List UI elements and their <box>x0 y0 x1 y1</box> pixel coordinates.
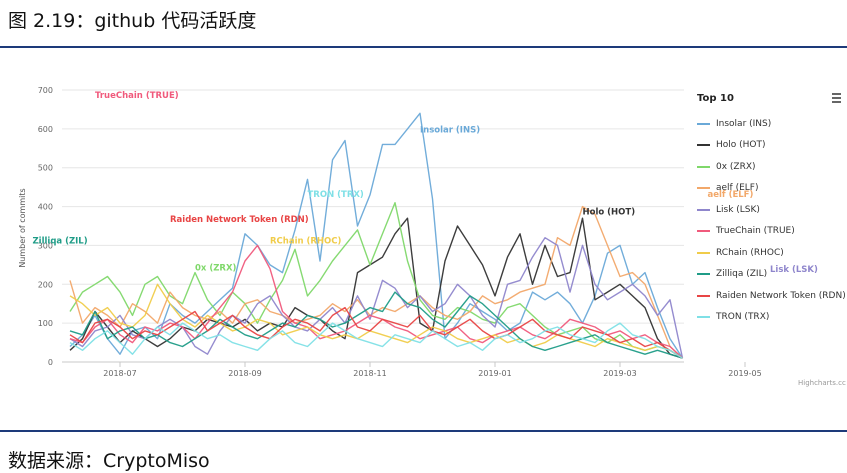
series-data-label: Holo (HOT) <box>583 207 636 217</box>
series-data-label: TrueChain (TRUE) <box>95 91 179 101</box>
series-lines <box>69 112 684 359</box>
legend-label: Insolar (INS) <box>716 118 772 129</box>
series-line <box>69 291 683 359</box>
y-tick-label: 600 <box>38 125 53 134</box>
y-tick-label: 700 <box>38 86 53 95</box>
y-axis-ticks: 0 100 200 300 400 500 600 700 <box>38 86 53 367</box>
y-tick-label: 300 <box>38 241 53 250</box>
figure-title: 图 2.19：github 代码活跃度 <box>8 10 257 32</box>
hamburger-menu-icon[interactable] <box>832 93 841 105</box>
legend-label: TRON (TRX) <box>716 312 770 323</box>
series-line <box>69 112 684 359</box>
legend-swatch <box>697 208 710 211</box>
series-data-label: aelf (ELF) <box>708 190 754 200</box>
legend-swatch <box>697 316 710 319</box>
chart-credit: Highcharts.cc <box>798 379 846 387</box>
legend-label: Zilliqa (ZIL) <box>716 269 768 280</box>
legend-swatch <box>697 251 710 254</box>
legend-label: aelf (ELF) <box>716 183 759 194</box>
legend-label: Raiden Network Token (RDN) <box>716 290 846 301</box>
legend-item[interactable]: Raiden Network Token (RDN) <box>697 285 847 307</box>
legend-item[interactable]: Holo (HOT) <box>697 135 847 157</box>
y-tick-label: 0 <box>48 358 53 367</box>
series-data-label: Lisk (LSK) <box>770 265 818 275</box>
series-line <box>69 201 683 359</box>
legend-swatch <box>697 273 710 276</box>
legend-item[interactable]: Zilliqa (ZIL) <box>697 264 847 286</box>
legend-swatch <box>697 230 710 233</box>
legend-label: Holo (HOT) <box>716 140 766 151</box>
legend-title: Top 10 <box>697 93 734 104</box>
top-divider <box>0 46 847 48</box>
legend-item[interactable]: TrueChain (TRUE) <box>697 221 847 243</box>
grid <box>62 89 684 324</box>
series-data-label: Zilliqa (ZIL) <box>33 236 88 246</box>
y-tick-label: 500 <box>38 164 53 173</box>
series-data-label: TRON (TRX) <box>308 190 364 200</box>
series-line <box>69 322 683 359</box>
series-line <box>69 236 684 359</box>
series-data-label: Insolar (INS) <box>420 126 480 136</box>
legend-swatch <box>697 165 710 168</box>
bottom-divider <box>0 430 847 432</box>
series-data-label: Raiden Network Token (RDN) <box>170 215 309 225</box>
x-tick-label: 2019-03 <box>603 369 636 378</box>
x-tick-label: 2019-05 <box>728 369 761 378</box>
legend-swatch <box>697 294 710 297</box>
x-axis-ticks: 2018-07 2018-09 2018-11 2019-01 2019-03 2019-… <box>103 362 762 378</box>
series-labels: Insolar (INS) Holo (HOT) 0x (ZRX) aelf (ELF… <box>33 91 819 275</box>
x-tick-label: 2018-09 <box>228 369 261 378</box>
y-tick-label: 200 <box>38 280 53 289</box>
legend-label: 0x (ZRX) <box>716 161 756 172</box>
legend-item[interactable]: 0x (ZRX) <box>697 156 847 178</box>
legend-item[interactable]: aelf (ELF) <box>697 178 847 200</box>
legend-swatch <box>697 187 710 190</box>
legend-item[interactable]: RChain (RHOC) <box>697 242 847 264</box>
legend: Top 10 Insolar (INS) Holo (HOT) 0x (ZRX) ae… <box>697 93 847 328</box>
legend-item[interactable]: TRON (TRX) <box>697 307 847 329</box>
series-data-label: 0x (ZRX) <box>195 264 237 274</box>
legend-swatch <box>697 144 710 147</box>
series-line <box>69 205 683 359</box>
series-line <box>69 244 683 359</box>
series-line <box>69 217 683 359</box>
data-source: 数据来源：CryptoMiso <box>8 450 210 472</box>
legend-swatch <box>697 122 710 125</box>
x-tick-label: 2018-07 <box>103 369 136 378</box>
legend-items: Insolar (INS) Holo (HOT) 0x (ZRX) aelf (ELF… <box>697 113 847 328</box>
series-line <box>69 283 683 359</box>
y-tick-label: 400 <box>38 203 53 212</box>
legend-label: RChain (RHOC) <box>716 247 784 258</box>
y-tick-label: 100 <box>38 319 53 328</box>
y-axis-label: Number of commits <box>18 188 27 267</box>
legend-item[interactable]: Lisk (LSK) <box>697 199 847 221</box>
legend-item[interactable]: Insolar (INS) <box>697 113 847 135</box>
legend-label: TrueChain (TRUE) <box>716 226 795 237</box>
series-line <box>69 306 683 359</box>
series-data-label: RChain (RHOC) <box>270 236 342 246</box>
legend-label: Lisk (LSK) <box>716 204 760 215</box>
x-tick-label: 2019-01 <box>478 369 511 378</box>
x-tick-label: 2018-11 <box>353 369 386 378</box>
